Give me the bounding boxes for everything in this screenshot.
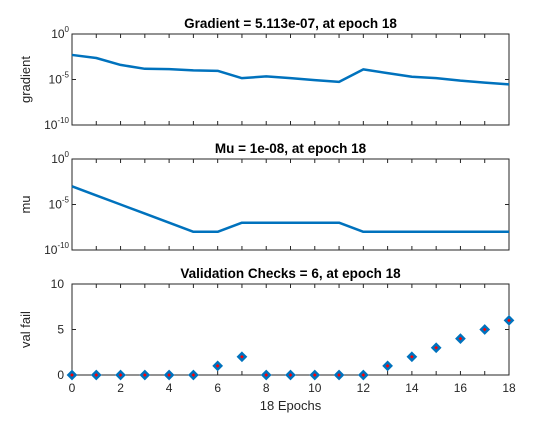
val-fail-point: [212, 360, 224, 372]
axes-frame-1: [71, 33, 510, 126]
x-tick-label: 16: [454, 381, 468, 395]
y-tick-label: 10: [51, 277, 65, 291]
val-fail-point: [260, 369, 272, 381]
y-tick-exponent: -10: [57, 241, 69, 250]
y-tick-label: 100: [51, 150, 69, 166]
y-tick-exponent: 0: [65, 150, 70, 159]
chart-title-3: Validation Checks = 6, at epoch 18: [180, 266, 401, 281]
val-fail-point: [163, 369, 175, 381]
y-tick-label: 10-10: [44, 241, 69, 257]
y-tick-label: 100: [51, 25, 69, 41]
val-fail-point: [503, 315, 515, 326]
val-fail-point: [139, 369, 151, 381]
chart-title-2: Mu = 1e-08, at epoch 18: [215, 141, 367, 156]
y-tick-label: 10-10: [44, 116, 69, 132]
y-axis-label-3: val fail: [18, 311, 33, 348]
val-fail-point: [90, 369, 102, 381]
x-tick-label: 10: [308, 381, 322, 395]
x-tick-label: 14: [405, 381, 419, 395]
x-tick-label: 8: [263, 381, 270, 395]
x-axis-label: 18 Epochs: [260, 398, 322, 413]
x-tick-label: 12: [357, 381, 371, 395]
chart-title-1: Gradient = 5.113e-07, at epoch 18: [184, 16, 397, 31]
y-axis-label-2: mu: [18, 195, 33, 213]
x-tick-label: 18: [502, 381, 516, 395]
val-fail-point: [115, 369, 126, 381]
y-tick-exponent: -5: [62, 71, 70, 80]
x-tick-label: 6: [214, 381, 221, 395]
y-tick-label: 10-5: [49, 196, 70, 212]
val-fail-point: [455, 333, 466, 344]
val-fail-point: [188, 369, 199, 381]
val-fail-point: [430, 342, 442, 354]
axes-frame-2: [71, 158, 510, 251]
y-tick-label: 0: [57, 368, 64, 382]
val-fail-point: [357, 369, 369, 381]
val-fail-point: [382, 360, 393, 372]
y-tick-exponent: -10: [57, 116, 69, 125]
val-fail-point: [236, 351, 248, 363]
val-fail-point: [406, 351, 418, 363]
val-fail-point: [309, 369, 321, 381]
val-fail-point: [285, 369, 296, 381]
x-tick-label: 2: [117, 381, 124, 395]
y-tick-label: 10-5: [49, 71, 70, 87]
x-tick-label: 0: [69, 381, 76, 395]
y-tick-exponent: -5: [62, 196, 70, 205]
val-fail-point: [66, 369, 78, 381]
gradient-series-line: [71, 53, 510, 86]
val-fail-point: [479, 324, 491, 335]
y-tick-exponent: 0: [65, 25, 70, 34]
axes-frame-3: [71, 283, 510, 376]
y-tick-label: 5: [57, 323, 64, 337]
y-axis-label-1: gradient: [18, 56, 33, 103]
mu-series-line: [71, 185, 509, 234]
val-fail-point: [333, 369, 345, 381]
x-tick-label: 4: [166, 381, 173, 395]
